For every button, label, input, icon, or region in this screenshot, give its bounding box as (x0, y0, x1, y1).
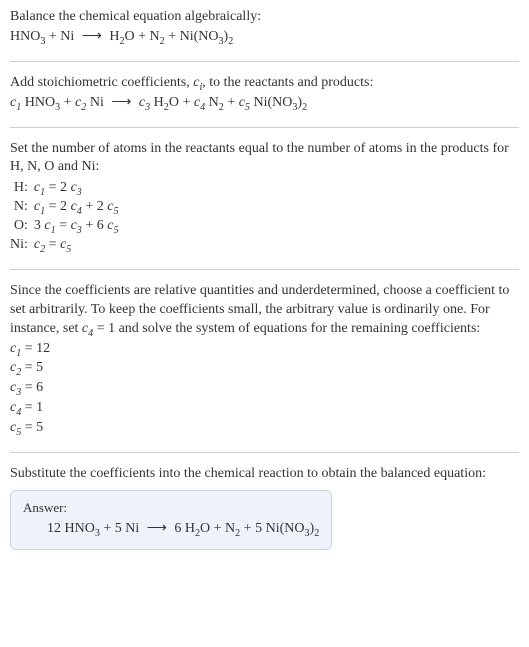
table-row: Ni: c2 = c5 (10, 236, 123, 255)
table-row: N: c1 = 2 c4 + 2 c5 (10, 198, 123, 217)
section-answer: Substitute the coefficients into the che… (10, 465, 519, 550)
coef-c2: c2 = 5 (10, 359, 519, 378)
solve-para-b: = 1 and solve the system of equations fo… (93, 321, 480, 336)
section-stoich: Add stoichiometric coefficients, ci, to … (10, 74, 519, 128)
row-label: N: (10, 198, 34, 217)
answer-intro: Substitute the coefficients into the che… (10, 465, 519, 484)
section-problem: Balance the chemical equation algebraica… (10, 8, 519, 62)
section-solve: Since the coefficients are relative quan… (10, 282, 519, 453)
coef-c5: c5 = 5 (10, 419, 519, 438)
coef-c3: c3 = 6 (10, 379, 519, 398)
c4-symbol: c4 (82, 321, 93, 336)
stoich-intro-b: , to the reactants and products: (202, 75, 373, 90)
table-row: O: 3 c1 = c3 + 6 c5 (10, 217, 123, 236)
atom-equations-table: H: c1 = 2 c3 N: c1 = 2 c4 + 2 c5 O: 3 c1… (10, 179, 123, 255)
stoich-equation: c1 HNO3 + c2 Ni ⟶ c3 H2O + c4 N2 + c5 Ni… (10, 94, 519, 113)
row-eq: 3 c1 = c3 + 6 c5 (34, 217, 123, 236)
table-row: H: c1 = 2 c3 (10, 179, 123, 198)
arrow-icon: ⟶ (143, 520, 171, 539)
row-eq: c1 = 2 c4 + 2 c5 (34, 198, 123, 217)
balanced-equation: 12 HNO3 + 5 Ni ⟶ 6 H2O + N2 + 5 Ni(NO3)2 (23, 520, 319, 539)
row-label: Ni: (10, 236, 34, 255)
stoich-intro-a: Add stoichiometric coefficients, (10, 75, 193, 90)
problem-intro: Balance the chemical equation algebraica… (10, 8, 519, 27)
arrow-icon: ⟶ (107, 94, 135, 113)
row-eq: c2 = c5 (34, 236, 123, 255)
section-atoms: Set the number of atoms in the reactants… (10, 140, 519, 270)
row-label: O: (10, 217, 34, 236)
stoich-intro: Add stoichiometric coefficients, ci, to … (10, 74, 519, 93)
answer-box: Answer: 12 HNO3 + 5 Ni ⟶ 6 H2O + N2 + 5 … (10, 490, 332, 550)
atoms-intro: Set the number of atoms in the reactants… (10, 140, 519, 178)
problem-equation: HNO3 + Ni ⟶ H2O + N2 + Ni(NO3)2 (10, 28, 519, 47)
arrow-icon: ⟶ (78, 28, 106, 47)
ci-symbol: ci (193, 75, 202, 90)
coef-c4: c4 = 1 (10, 399, 519, 418)
row-eq: c1 = 2 c3 (34, 179, 123, 198)
row-label: H: (10, 179, 34, 198)
solve-para: Since the coefficients are relative quan… (10, 282, 519, 339)
answer-label: Answer: (23, 499, 319, 517)
coef-c1: c1 = 12 (10, 340, 519, 359)
